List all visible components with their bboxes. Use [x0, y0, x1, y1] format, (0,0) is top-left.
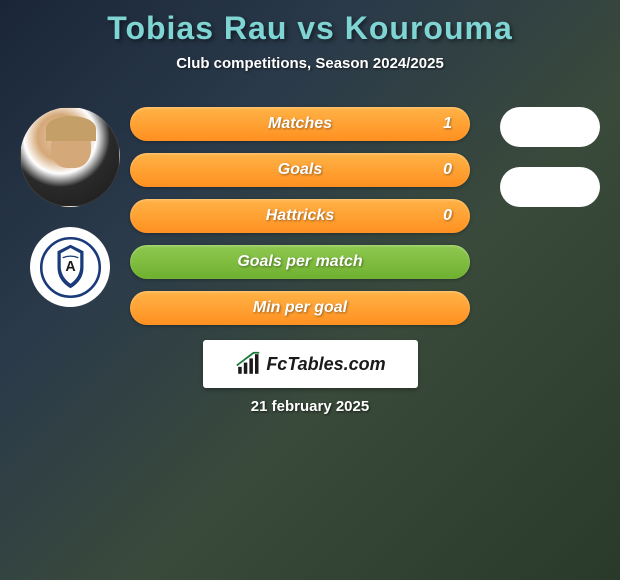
stat-value: 0	[443, 207, 452, 225]
shield-icon: A	[38, 235, 103, 300]
stats-bars: Matches 1 Goals 0 Hattricks 0 Goals per …	[130, 97, 490, 325]
chart-icon	[234, 350, 262, 378]
content-row: A Matches 1 Goals 0 Hattricks 0 Goals pe…	[0, 97, 620, 325]
stat-bar-goals: Goals 0	[130, 153, 470, 187]
player-photo-left[interactable]	[20, 107, 120, 207]
svg-text:A: A	[65, 258, 75, 274]
stat-label: Hattricks	[266, 207, 334, 225]
stat-label: Min per goal	[253, 299, 347, 317]
player-left-column: A	[10, 97, 130, 307]
club-badge-left[interactable]: A	[30, 227, 110, 307]
stat-label: Goals per match	[237, 253, 362, 271]
stat-label: Goals	[278, 161, 322, 179]
stat-bar-matches: Matches 1	[130, 107, 470, 141]
stat-bar-goals-per-match: Goals per match	[130, 245, 470, 279]
stat-bar-min-per-goal: Min per goal	[130, 291, 470, 325]
brand-text: FcTables.com	[266, 354, 385, 375]
stat-bar-hattricks: Hattricks 0	[130, 199, 470, 233]
player-placeholder-right[interactable]	[500, 107, 600, 147]
subtitle: Club competitions, Season 2024/2025	[0, 55, 620, 72]
date-text: 21 february 2025	[0, 398, 620, 415]
stat-label: Matches	[268, 115, 332, 133]
stat-value: 1	[443, 115, 452, 133]
player-right-column	[490, 97, 610, 207]
page-title: Tobias Rau vs Kourouma	[0, 10, 620, 47]
brand-badge[interactable]: FcTables.com	[203, 340, 418, 388]
stat-value: 0	[443, 161, 452, 179]
comparison-widget: Tobias Rau vs Kourouma Club competitions…	[0, 0, 620, 425]
club-placeholder-right[interactable]	[500, 167, 600, 207]
